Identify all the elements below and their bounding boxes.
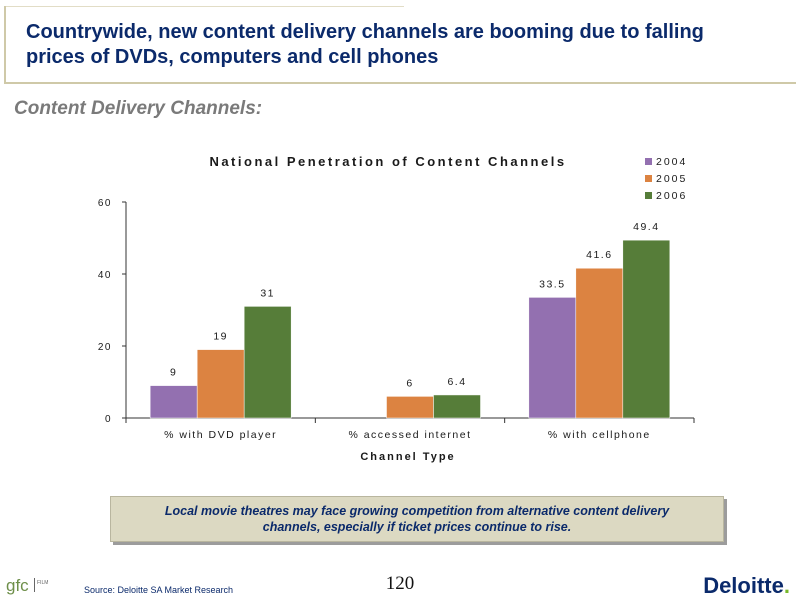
- header-bottom-rule: [4, 82, 796, 84]
- legend-label: 2004: [656, 156, 687, 168]
- chart-legend: 2004 2005 2006: [645, 156, 687, 202]
- y-tick-label: 20: [98, 342, 112, 353]
- gfc-logo-small-text: FILM: [37, 580, 48, 586]
- bar: [243, 306, 292, 419]
- source-note: Source: Deloitte SA Market Research: [84, 585, 234, 595]
- x-tick-label: % with DVD player: [164, 429, 277, 441]
- data-label: 9: [170, 367, 177, 379]
- bar: [575, 267, 624, 419]
- chart-data-labels: 9 19 31 6 6.4 33.5 41.6 49.4: [170, 221, 659, 389]
- bar: [149, 385, 198, 419]
- y-tick-label: 0: [105, 414, 112, 425]
- bar: [528, 297, 577, 419]
- y-tick-label: 60: [98, 198, 112, 209]
- gfc-logo: gfc FILM: [6, 576, 48, 595]
- x-axis-label: Channel Type: [360, 451, 455, 463]
- bar: [433, 394, 481, 419]
- gfc-logo-text: gfc: [6, 576, 29, 595]
- data-label: 6: [406, 377, 413, 389]
- legend-label: 2005: [656, 173, 687, 185]
- x-tick-label: % accessed internet: [348, 429, 471, 441]
- chart-title: National Penetration of Content Channels: [209, 154, 566, 169]
- section-title: Content Delivery Channels:: [14, 98, 263, 119]
- slide-title: Countrywide, new content delivery channe…: [26, 21, 704, 68]
- callout-box: Local movie theatres may face growing co…: [110, 496, 724, 542]
- bar: [622, 239, 671, 419]
- bar: [386, 396, 434, 419]
- data-label: 49.4: [633, 221, 659, 233]
- legend-swatch: [645, 175, 652, 182]
- x-tick-label: % with cellphone: [548, 429, 651, 441]
- bar-chart: National Penetration of Content Channels…: [98, 154, 695, 463]
- header-top-rule: [4, 6, 404, 7]
- data-label: 41.6: [586, 249, 612, 261]
- page-number: 120: [385, 573, 415, 594]
- callout-text: Local movie theatres may face growing co…: [164, 504, 670, 534]
- legend-label: 2006: [656, 190, 687, 202]
- deloitte-logo: Deloitte.: [703, 573, 790, 599]
- data-label: 6.4: [447, 376, 466, 388]
- brand-dot: .: [783, 573, 790, 598]
- data-label: 19: [213, 331, 228, 343]
- bar: [196, 349, 245, 419]
- y-tick-label: 40: [98, 270, 112, 281]
- data-label: 33.5: [539, 278, 565, 290]
- brand-name: Deloitte: [703, 573, 784, 598]
- legend-swatch: [645, 192, 652, 199]
- legend-swatch: [645, 158, 652, 165]
- chart-bars: [149, 239, 671, 419]
- data-label: 31: [260, 287, 275, 299]
- header-left-rule: [4, 6, 6, 84]
- slide-header: Countrywide, new content delivery channe…: [4, 6, 796, 84]
